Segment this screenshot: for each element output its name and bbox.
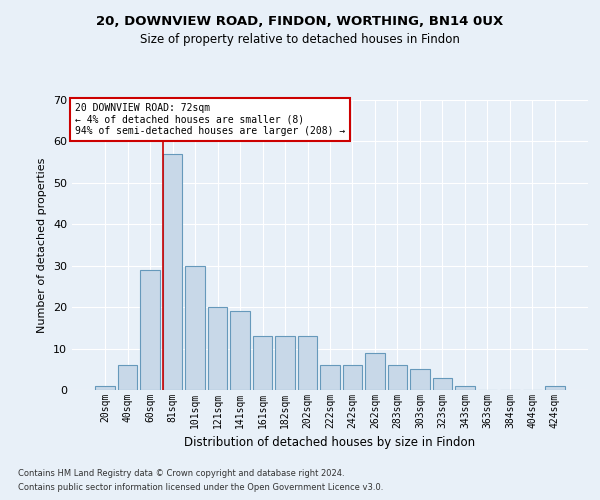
Text: 20, DOWNVIEW ROAD, FINDON, WORTHING, BN14 0UX: 20, DOWNVIEW ROAD, FINDON, WORTHING, BN1… bbox=[97, 15, 503, 28]
Text: Contains HM Land Registry data © Crown copyright and database right 2024.: Contains HM Land Registry data © Crown c… bbox=[18, 468, 344, 477]
Text: Size of property relative to detached houses in Findon: Size of property relative to detached ho… bbox=[140, 32, 460, 46]
Bar bbox=[253, 336, 272, 390]
Bar bbox=[298, 336, 317, 390]
Bar bbox=[433, 378, 452, 390]
X-axis label: Distribution of detached houses by size in Findon: Distribution of detached houses by size … bbox=[184, 436, 476, 450]
Bar bbox=[208, 307, 227, 390]
Y-axis label: Number of detached properties: Number of detached properties bbox=[37, 158, 47, 332]
Bar bbox=[185, 266, 205, 390]
Text: 20 DOWNVIEW ROAD: 72sqm
← 4% of detached houses are smaller (8)
94% of semi-deta: 20 DOWNVIEW ROAD: 72sqm ← 4% of detached… bbox=[74, 103, 345, 136]
Bar bbox=[275, 336, 295, 390]
Bar bbox=[410, 370, 430, 390]
Bar bbox=[118, 365, 137, 390]
Bar bbox=[95, 386, 115, 390]
Bar bbox=[455, 386, 475, 390]
Bar bbox=[320, 365, 340, 390]
Bar bbox=[140, 270, 160, 390]
Bar bbox=[343, 365, 362, 390]
Bar bbox=[388, 365, 407, 390]
Bar bbox=[163, 154, 182, 390]
Bar bbox=[230, 312, 250, 390]
Bar bbox=[365, 352, 385, 390]
Bar bbox=[545, 386, 565, 390]
Text: Contains public sector information licensed under the Open Government Licence v3: Contains public sector information licen… bbox=[18, 484, 383, 492]
